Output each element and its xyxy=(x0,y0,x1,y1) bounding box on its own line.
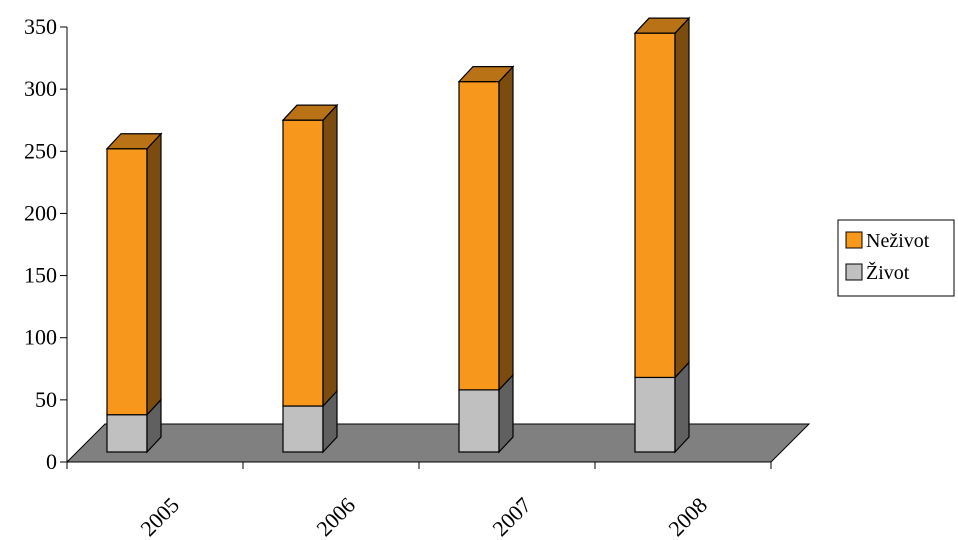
bar-stack-2005 xyxy=(105,132,163,454)
bar-Neživot-2007 xyxy=(458,81,500,391)
bar-Neživot-2007-top xyxy=(457,66,515,83)
bar-Neživot-2008-top xyxy=(633,17,691,34)
bar-Neživot-2007-side xyxy=(498,65,514,392)
bar-Neživot-2005 xyxy=(106,148,148,416)
bar-Neživot-2005-side xyxy=(146,132,162,417)
y-tick-label: 150 xyxy=(24,263,57,288)
bars-group xyxy=(105,16,691,454)
bar-Neživot-2006 xyxy=(282,119,324,407)
bar-Neživot-2005-top xyxy=(105,133,163,150)
bar-stack-2008 xyxy=(633,16,691,454)
chart-axes xyxy=(60,26,772,469)
x-tick-labels: 2005 2006 2007 2008 xyxy=(135,492,712,540)
y-tick-label: 0 xyxy=(46,449,57,474)
bar-Neživot-2006-side xyxy=(322,103,338,408)
legend: Neživot Život xyxy=(837,219,955,297)
x-tick-label-2005: 2005 xyxy=(135,492,184,540)
bar-stack-2007 xyxy=(457,65,515,454)
y-tick-label: 50 xyxy=(35,387,57,412)
y-tick-label: 350 xyxy=(24,14,57,39)
legend-swatch-Život xyxy=(845,263,863,281)
y-tick-labels: 0 50 100 150 200 250 300 350 xyxy=(24,14,57,474)
x-tick-label-2008: 2008 xyxy=(663,492,712,540)
y-tick-label: 300 xyxy=(24,76,57,101)
bar-Neživot-2006-top xyxy=(281,104,339,121)
bar-Neživot-2008-side xyxy=(674,16,690,379)
x-tick-label-2007: 2007 xyxy=(487,492,536,540)
bar-Neživot-2008 xyxy=(634,32,676,379)
legend-swatch-Neživot xyxy=(845,231,863,249)
bar-Život-2008 xyxy=(634,376,676,453)
legend-label-Život: Život xyxy=(866,261,910,284)
bar-stack-2006 xyxy=(281,103,339,454)
y-tick-label: 200 xyxy=(24,200,57,225)
y-tick-label: 100 xyxy=(24,325,57,350)
y-tick-label: 250 xyxy=(24,138,57,163)
legend-label-Neživot: Neživot xyxy=(866,230,930,252)
bar-Život-2006 xyxy=(282,405,324,453)
x-tick-label-2006: 2006 xyxy=(311,492,360,540)
bar-Život-2005 xyxy=(106,414,148,453)
chart-floor xyxy=(65,423,811,463)
bar-Život-2007 xyxy=(458,389,500,453)
